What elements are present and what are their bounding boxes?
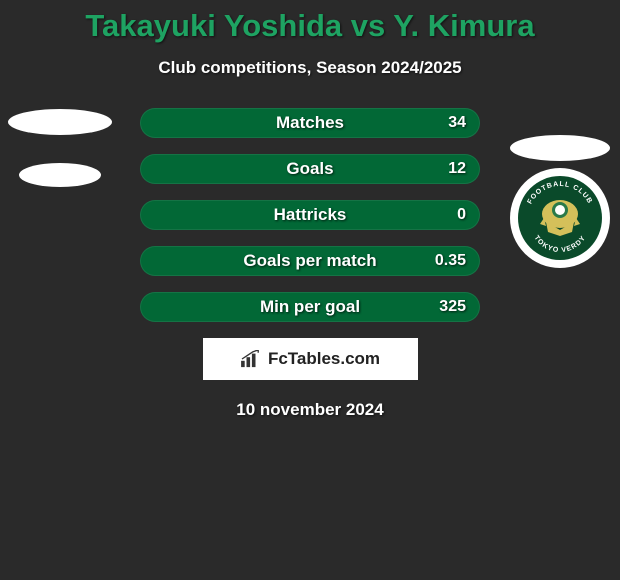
- date-text: 10 november 2024: [0, 400, 620, 420]
- placeholder-oval-r: [510, 135, 610, 161]
- stat-label: Goals: [286, 159, 333, 179]
- club-badge-icon: FOOTBALL CLUB TOKYO VERDY: [516, 174, 604, 262]
- stat-row: Hattricks 0: [140, 200, 480, 230]
- stat-right-value: 0: [436, 206, 466, 224]
- stat-rows-container: Matches 34 Goals 12 Hattricks 0 Goals per matc…: [140, 108, 480, 322]
- club-badge: FOOTBALL CLUB TOKYO VERDY: [510, 168, 610, 268]
- bar-chart-icon: [240, 350, 262, 368]
- stat-row: Goals 12: [140, 154, 480, 184]
- stat-label: Min per goal: [260, 297, 360, 317]
- watermark-text: FcTables.com: [268, 349, 380, 369]
- stat-label: Matches: [276, 113, 344, 133]
- stat-row: Goals per match 0.35: [140, 246, 480, 276]
- comparison-chart: FOOTBALL CLUB TOKYO VERDY Matches 34 Goals…: [0, 108, 620, 322]
- placeholder-oval-2: [19, 163, 101, 187]
- stat-right-value: 0.35: [435, 252, 466, 270]
- stat-label: Hattricks: [274, 205, 347, 225]
- stat-right-value: 12: [436, 160, 466, 178]
- stat-right-value: 325: [436, 298, 466, 316]
- stat-right-value: 34: [436, 114, 466, 132]
- left-player-placeholder: [10, 98, 110, 198]
- stat-label: Goals per match: [243, 251, 376, 271]
- stat-row: Matches 34: [140, 108, 480, 138]
- watermark: FcTables.com: [203, 338, 418, 380]
- placeholder-oval-1: [8, 109, 112, 135]
- stat-row: Min per goal 325: [140, 292, 480, 322]
- subtitle: Club competitions, Season 2024/2025: [0, 58, 620, 78]
- page-title: Takayuki Yoshida vs Y. Kimura: [0, 0, 620, 44]
